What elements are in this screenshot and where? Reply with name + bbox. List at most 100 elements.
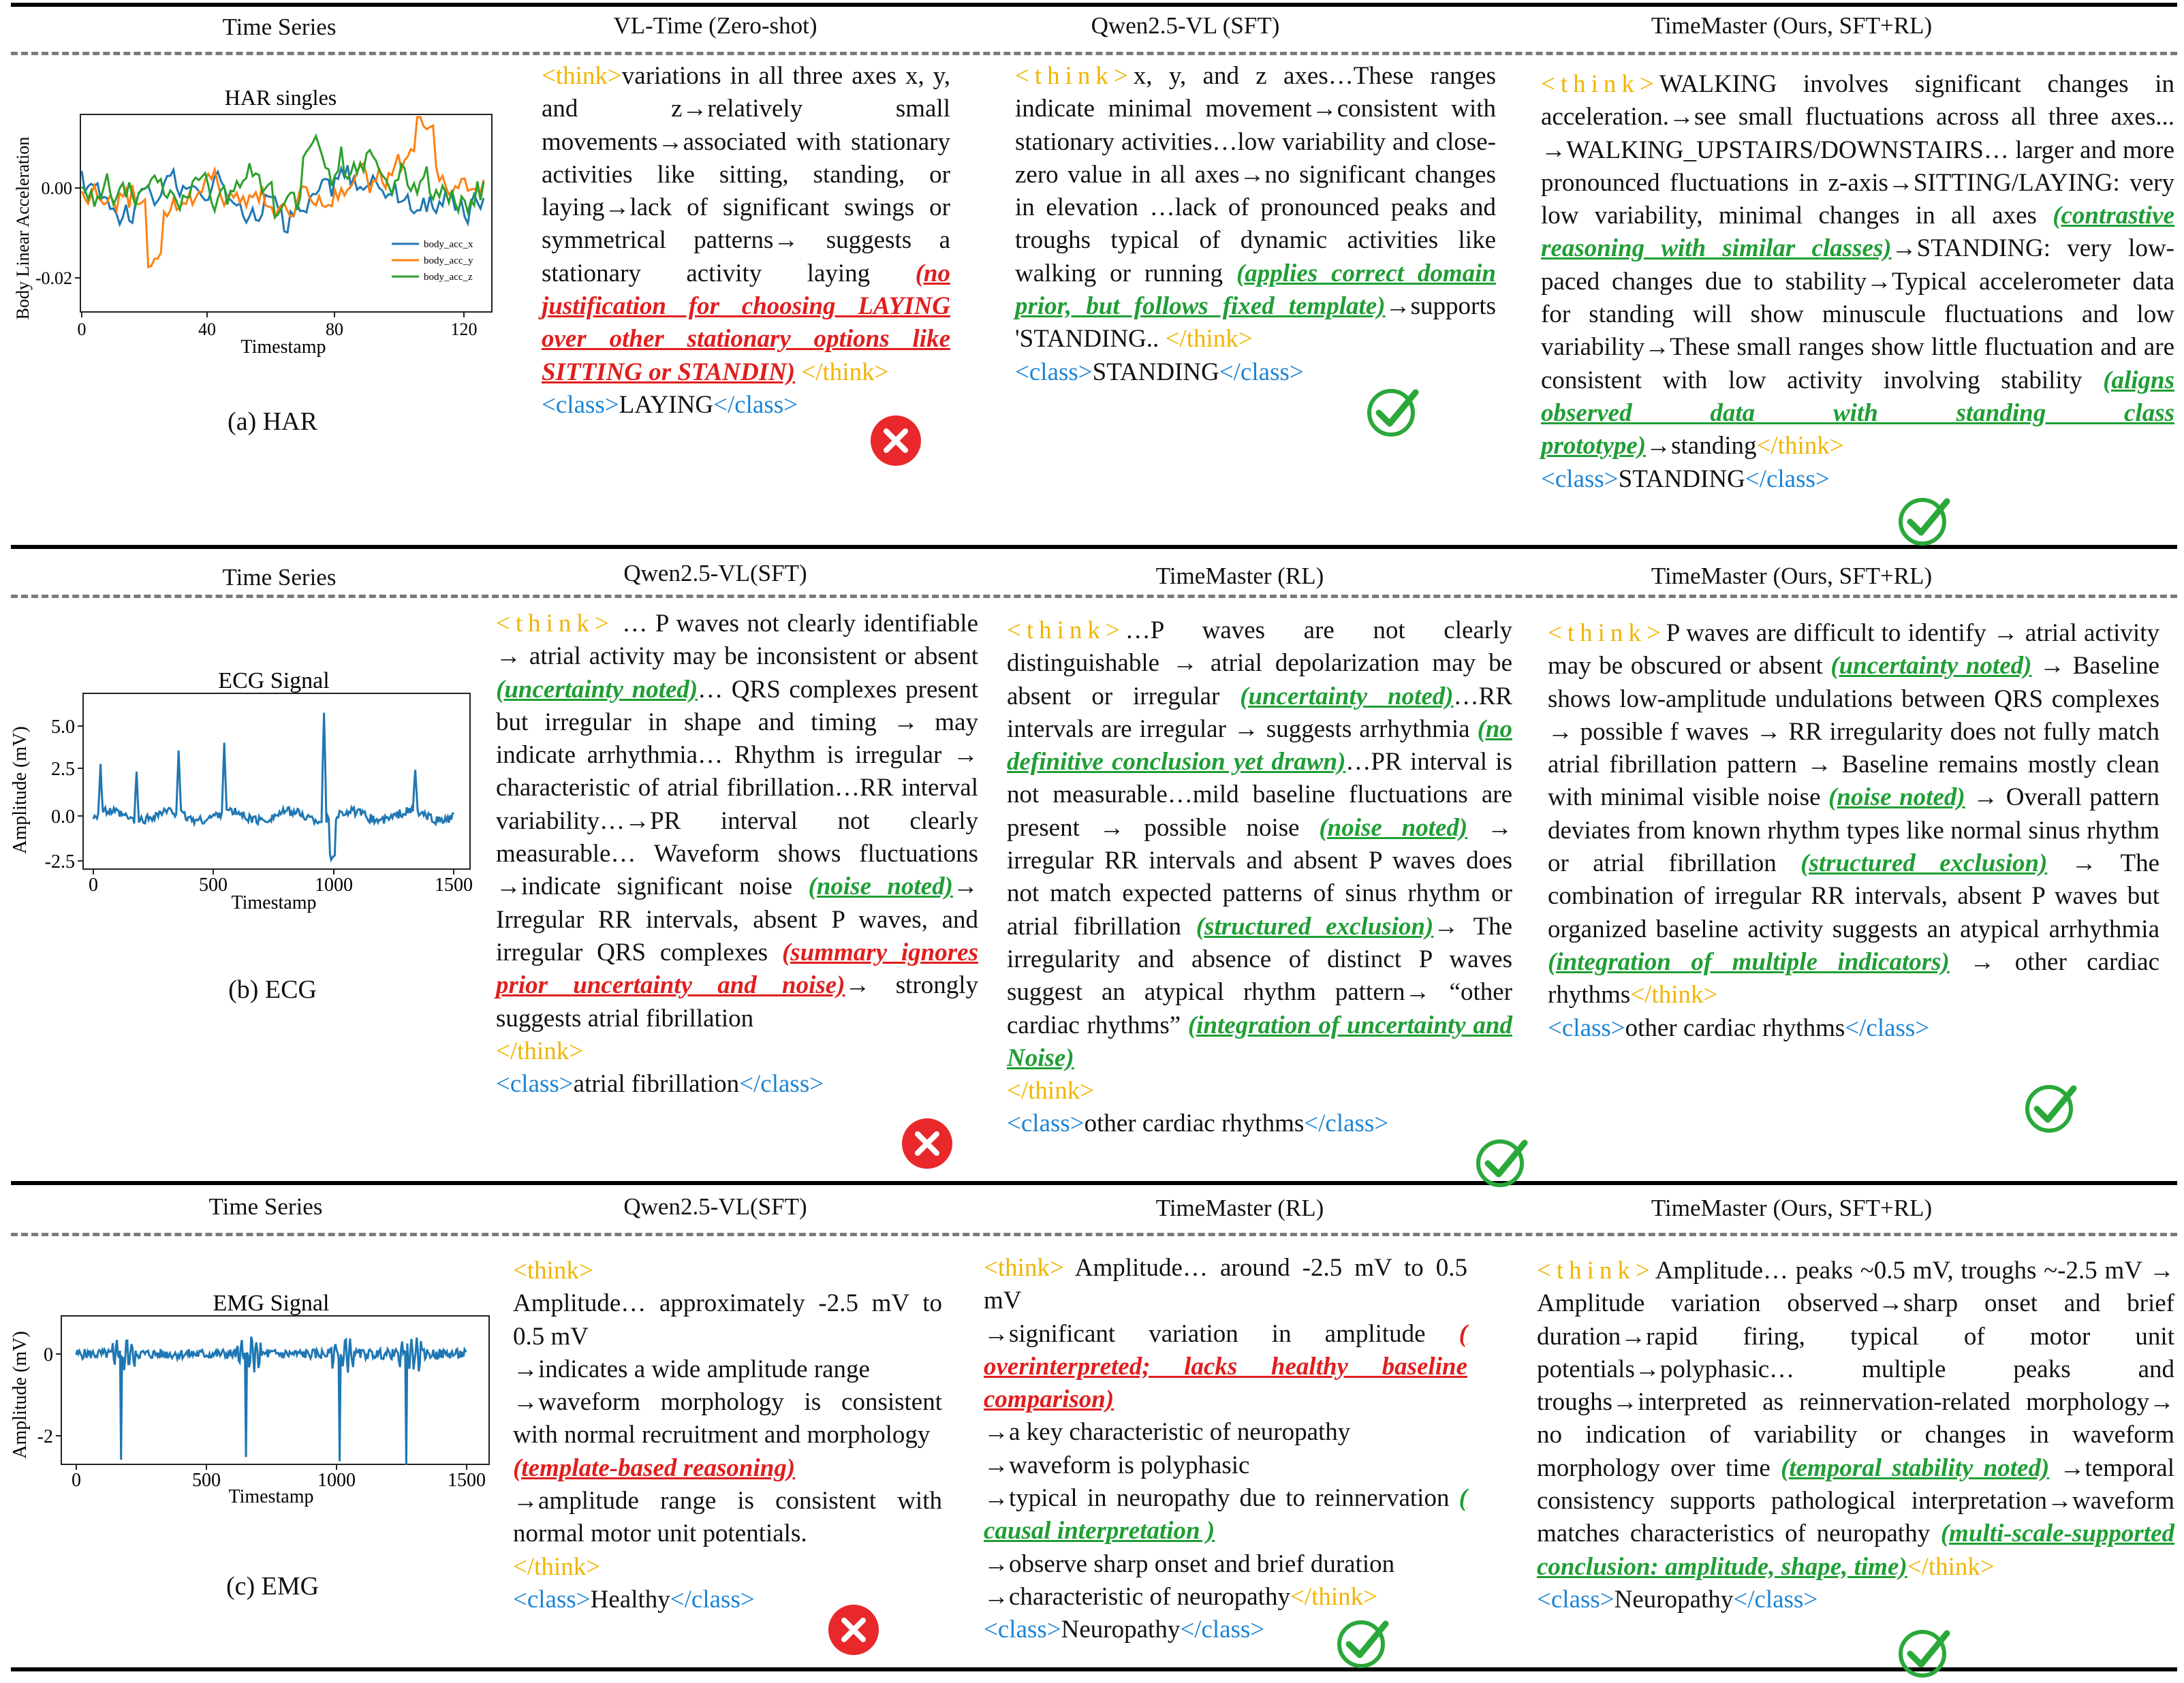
text-segment: other cardiac rhythms: [1625, 1013, 1845, 1042]
har-caption: (a) HAR: [228, 407, 317, 436]
emg-chart-title: EMG Signal: [213, 1291, 330, 1316]
row3-header-col1: Qwen2.5-VL(SFT): [623, 1193, 807, 1220]
har-plot-frame: [80, 114, 493, 313]
emg-ytick-1: -2: [37, 1426, 53, 1447]
good-segment: (noise noted): [1319, 813, 1468, 842]
good-segment: (aligns observed data with standing clas…: [1541, 366, 2174, 460]
think-segment: </think>: [1630, 981, 1718, 1009]
row3-col3-reasoning: <think>Amplitude… peaks ~0.5 mV, troughs…: [1537, 1255, 2174, 1616]
text-segment: WALKING involves significant changes in …: [1541, 70, 2174, 230]
text-segment: → Baseline shows low-amplitude undulatio…: [1548, 652, 2159, 812]
bad-segment: (template-based reasoning): [513, 1453, 796, 1482]
cls-segment: <class>: [1548, 1013, 1625, 1042]
cls-segment: <class>: [1537, 1585, 1614, 1614]
bottom-rule: [11, 1667, 2177, 1671]
think-segment: <think>: [513, 1257, 593, 1285]
think-segment: </think>: [1756, 432, 1844, 460]
bad-segment: ( overinterpreted; lacks healthy baselin…: [984, 1319, 1467, 1414]
text-segment: →significant variation in amplitude: [984, 1319, 1459, 1348]
row2-header-series: Time Series: [222, 564, 337, 591]
check-icon: [1335, 1614, 1391, 1673]
row3-col2-reasoning: <think> Amplitude… around -2.5 mV to 0.5…: [984, 1252, 1467, 1647]
ecg-xtick-3: 1500: [435, 875, 473, 896]
ecg-chart-xlabel: Timestamp: [232, 892, 317, 913]
good-segment: (uncertainty noted): [1240, 682, 1454, 710]
row3-header-series: Time Series: [208, 1193, 323, 1220]
good-segment: (applies correct domain prior, but follo…: [1015, 259, 1496, 321]
check-icon: [1897, 492, 1952, 551]
text-segment: →standing: [1646, 432, 1757, 460]
row3-col1-reasoning: <think> Amplitude… approximately -2.5 mV…: [513, 1255, 942, 1616]
har-xtick-1: 40: [198, 319, 216, 339]
row1-col1-reasoning: <think>variations in all three axes x, y…: [542, 60, 950, 422]
row-divider-1: [11, 545, 2177, 549]
text-segment: → Irregular RR intervals, absent P waves…: [496, 872, 978, 966]
ecg-caption: (b) ECG: [228, 975, 317, 1004]
good-segment: (uncertainty noted): [496, 675, 698, 704]
row1-col3-reasoning: <think>WALKING involves significant chan…: [1541, 68, 2174, 496]
har-legend-x: body_acc_x: [424, 239, 473, 250]
har-chart: HAR singles Body Linear Acceleration 0.0…: [13, 85, 493, 358]
emg-xtick-1: 500: [192, 1470, 221, 1491]
think-segment: <think>: [984, 1254, 1064, 1282]
ecg-xtick-1: 500: [199, 875, 228, 896]
text-segment: →indicates a wide amplitude range: [513, 1355, 870, 1383]
good-segment: (structured exclusion): [1800, 849, 2048, 878]
text-segment: P waves are difficult to identify → atri…: [1548, 619, 2159, 680]
cls-segment: <class>: [1007, 1110, 1085, 1138]
header-divider-3: [11, 1233, 2177, 1236]
emg-xtick-0: 0: [72, 1470, 81, 1491]
emg-ytick-0: 0: [44, 1344, 53, 1366]
text-segment: Amplitude… around -2.5 mV to 0.5 mV: [984, 1254, 1467, 1315]
row1-header-col2: Qwen2.5-VL (SFT): [1091, 12, 1280, 39]
top-rule: [11, 3, 2177, 7]
text-segment: x, y, and z axes…These ranges indicate m…: [1015, 62, 1496, 287]
ecg-chart-title: ECG Signal: [218, 668, 329, 693]
cls-segment: </class>: [1219, 358, 1304, 386]
ecg-plot-frame: [82, 693, 471, 870]
text-segment: →waveform morphology is consistent with …: [513, 1388, 942, 1449]
text-segment: → The irregularity and absence of distin…: [1007, 912, 1513, 1039]
cls-segment: <class>: [542, 390, 619, 419]
ecg-ytick-0: 5.0: [51, 717, 75, 738]
text-segment: →a key characteristic of neuropathy: [984, 1418, 1351, 1447]
bad-segment: (no justification for choosing LAYING ov…: [542, 259, 950, 386]
header-divider-2: [11, 595, 2177, 598]
ecg-chart-ylabel: Amplitude (mV): [10, 726, 31, 853]
emg-series-line: [75, 1336, 467, 1465]
good-segment: (temporal stability noted): [1781, 1453, 2050, 1482]
text-segment: variations in all three axes x, y, and z…: [542, 62, 950, 287]
ecg-ytick-2: 0.0: [51, 806, 75, 828]
har-xtick-3: 120: [451, 319, 478, 339]
ecg-ytick-3: -2.5: [45, 851, 75, 872]
har-legend: body_acc_x body_acc_y body_acc_z: [392, 239, 473, 283]
check-icon: [1474, 1133, 1530, 1193]
har-chart-ylabel: Body Linear Acceleration: [13, 137, 33, 320]
cls-segment: </class>: [1845, 1013, 1930, 1042]
header-divider-1: [11, 52, 2177, 55]
row3-header-col2: TimeMaster (RL): [1155, 1195, 1324, 1221]
row3-header-col3: TimeMaster (Ours, SFT+RL): [1651, 1195, 1933, 1221]
text-segment: other cardiac rhythms: [1084, 1110, 1305, 1138]
text-segment: Neuropathy: [1614, 1585, 1734, 1614]
cls-segment: <class>: [1541, 465, 1619, 493]
bad-segment: (summary ignores prior uncertainty and n…: [496, 938, 978, 1000]
row1-col2-reasoning: <think>x, y, and z axes…These ranges ind…: [1015, 60, 1496, 389]
har-series-2: [81, 133, 485, 220]
text-segment: STANDING: [1618, 465, 1745, 493]
ecg-xtick-2: 1000: [315, 875, 353, 896]
good-segment: (integration of multiple indicators): [1548, 947, 1950, 976]
text-segment: Neuropathy: [1061, 1616, 1181, 1644]
ecg-xtick-0: 0: [89, 875, 98, 896]
row1-header-series: Time Series: [222, 14, 337, 40]
har-chart-title: HAR singles: [225, 85, 337, 110]
row1-header-col3: TimeMaster (Ours, SFT+RL): [1651, 12, 1933, 39]
think-segment: </think>: [795, 358, 889, 386]
cls-segment: <class>: [1015, 358, 1093, 386]
think-segment: </think>: [1007, 1077, 1095, 1105]
text-segment: → irregular RR intervals and absent P wa…: [1007, 813, 1513, 941]
text-segment: →observe sharp onset and brief duration: [984, 1550, 1395, 1578]
cls-segment: </class>: [713, 390, 798, 419]
text-segment: Amplitude… peaks ~0.5 mV, troughs ~-2.5 …: [1537, 1257, 2174, 1482]
text-segment: →STANDING: very low-paced changes due to…: [1541, 234, 2175, 394]
